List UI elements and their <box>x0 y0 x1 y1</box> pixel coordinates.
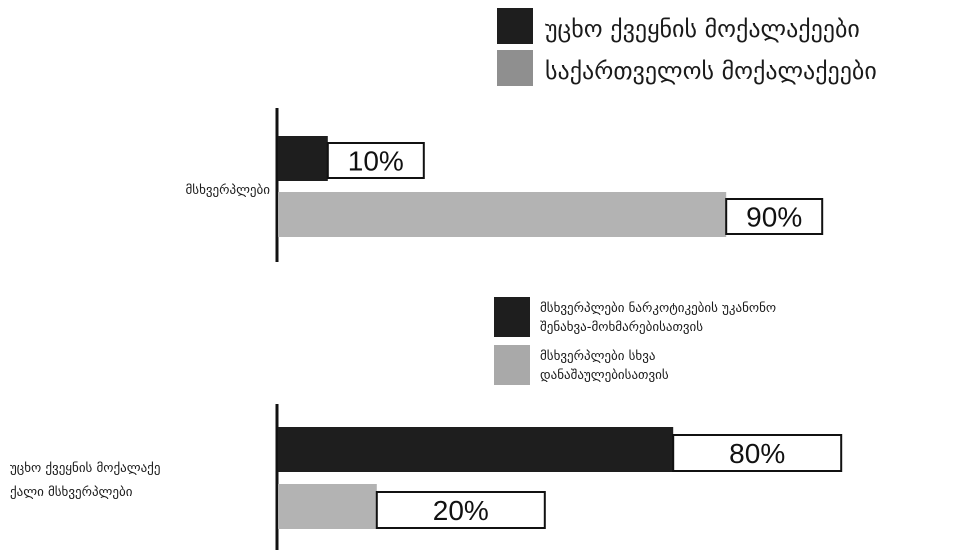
text-line: შენახვა-მოხმარებისათვის <box>540 320 703 335</box>
bar-2 <box>278 192 727 237</box>
chart-2-legend-swatch-1 <box>494 297 530 337</box>
chart-1-legend-swatch-1 <box>497 8 533 44</box>
bar-2 <box>278 484 377 529</box>
chart-1-bars: 10% 90% <box>278 136 824 237</box>
chart-2-legend-label-2: მსხვერპლები სხვა დანაშაულებისათვის <box>540 349 669 383</box>
data-label-2: 20% <box>433 495 489 526</box>
chart-2-bars: 80% 20% <box>278 427 843 529</box>
data-label-2: 90% <box>746 202 802 233</box>
chart-1-legend-label-2: საქართველოს მოქალაქეები <box>545 57 877 85</box>
data-label-box-2 <box>375 491 546 529</box>
chart-2-legend: მსხვერპლები ნარკოტიკების უკანონო შენახვა-… <box>494 297 776 385</box>
chart-2-legend-swatch-2 <box>494 345 530 385</box>
chart-1-legend-label-1: უცხო ქვეყნის მოქალაქეები <box>545 15 860 43</box>
data-label-box-1 <box>326 142 425 179</box>
bar-1 <box>278 427 674 472</box>
text-line: უცხო ქვეყნის მოქალაქე <box>10 461 160 476</box>
chart-2-category-label: უცხო ქვეყნის მოქალაქე ქალი მსხვერპლები <box>10 461 160 500</box>
chart-1-category-label: მსხვერპლები <box>186 183 271 198</box>
text-line: ქალი მსხვერპლები <box>10 485 133 500</box>
chart-2-legend-label-1: მსხვერპლები ნარკოტიკების უკანონო შენახვა-… <box>540 301 776 335</box>
data-label-1: 80% <box>729 438 785 469</box>
chart-1: უცხო ქვეყნის მოქალაქეები საქართველოს მოქ… <box>186 8 877 262</box>
data-label-1: 10% <box>348 146 404 177</box>
text-line: მსხვერპლები სხვა <box>540 349 655 364</box>
bar-1 <box>278 136 328 181</box>
chart-1-legend: უცხო ქვეყნის მოქალაქეები საქართველოს მოქ… <box>497 8 877 86</box>
chart-1-legend-swatch-2 <box>497 50 533 86</box>
data-label-box-1 <box>672 434 843 472</box>
text-line: დანაშაულებისათვის <box>540 368 669 383</box>
text-line: მსხვერპლები ნარკოტიკების უკანონო <box>540 301 776 316</box>
chart-2: მსხვერპლები ნარკოტიკების უკანონო შენახვა-… <box>10 297 843 550</box>
data-label-box-2 <box>725 198 824 235</box>
